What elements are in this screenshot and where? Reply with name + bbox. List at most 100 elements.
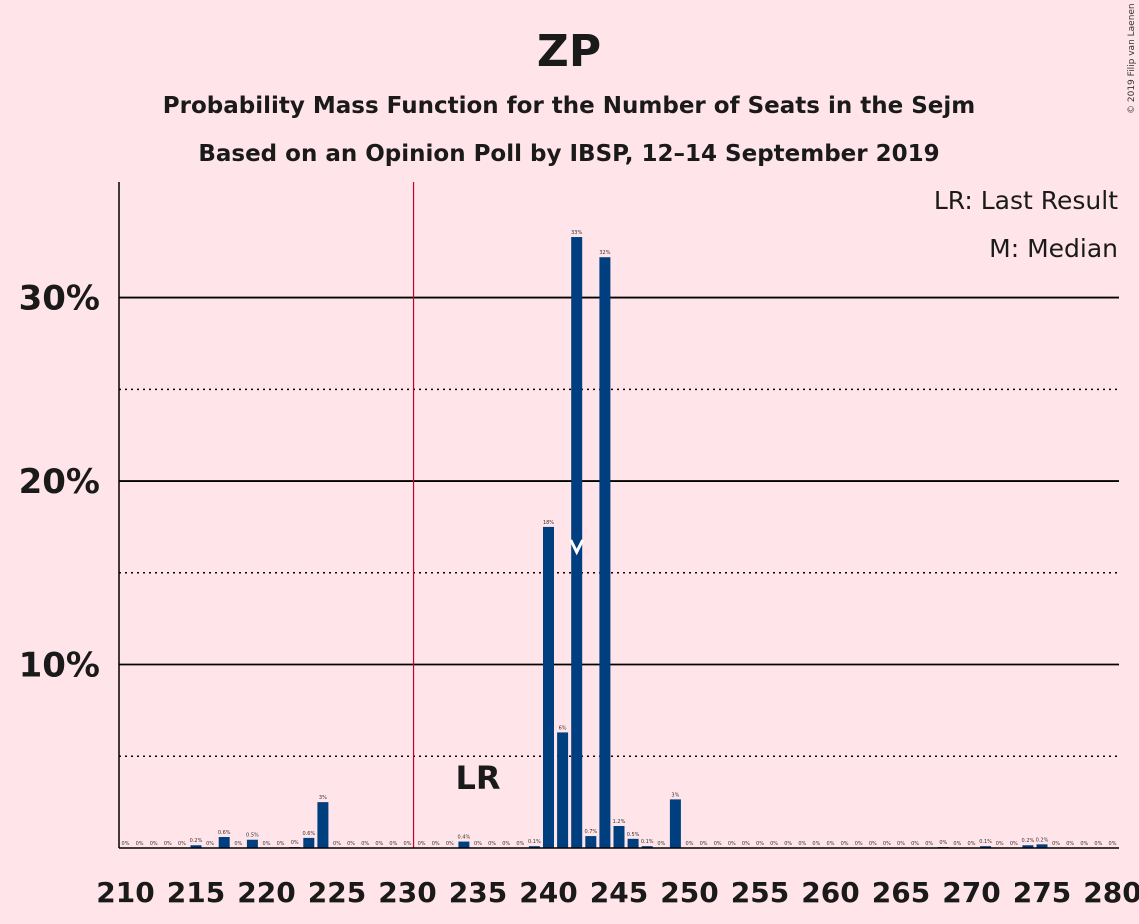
bar-value-label: 0% xyxy=(432,841,440,847)
bar-value-label: 1.2% xyxy=(613,819,626,825)
bar-value-label: 0% xyxy=(263,841,271,847)
bar xyxy=(641,846,653,848)
bar-value-label: 0% xyxy=(953,841,961,847)
bar-value-label: 0% xyxy=(897,841,905,847)
bar-value-label: 0% xyxy=(474,841,482,847)
bar-value-label: 0% xyxy=(883,841,891,847)
bar-value-label: 0% xyxy=(1080,841,1088,847)
y-tick-label: 30% xyxy=(19,279,100,319)
bar-value-label: 0.6% xyxy=(302,831,315,837)
x-tick-label: 255 xyxy=(731,876,789,909)
bar-value-label: 0% xyxy=(742,841,750,847)
bar-value-label: 0% xyxy=(122,841,130,847)
x-tick-label: 245 xyxy=(590,876,648,909)
bar-value-label: 0% xyxy=(756,841,764,847)
bar-labels: 0% 0% 0% 0% 0% 0.2% 0%0.6%0%0.5%0% 0% 0%0.6%3%0%… xyxy=(122,230,1117,847)
bar-value-label: 0% xyxy=(714,841,722,847)
bar xyxy=(613,825,625,848)
bar-value-label: 6% xyxy=(559,725,567,731)
bar xyxy=(1036,844,1048,848)
bar-value-label: 0% xyxy=(784,841,792,847)
bar xyxy=(458,841,470,848)
bar-value-label: 0% xyxy=(1109,841,1117,847)
bar-value-label: 0.2% xyxy=(1022,838,1035,844)
x-tick-label: 275 xyxy=(1013,876,1071,909)
legend-last-result: LR: Last Result xyxy=(934,186,1118,215)
bar-value-label: 0% xyxy=(333,841,341,847)
x-tick-label: 225 xyxy=(308,876,366,909)
bar-value-label: 0% xyxy=(1010,841,1018,847)
bar xyxy=(980,846,992,848)
bar-value-label: 0% xyxy=(277,841,285,847)
x-tick-label: 210 xyxy=(96,876,154,909)
bar-value-label: 3% xyxy=(319,795,327,801)
y-axis-ticks: 10% 20% 30% xyxy=(19,279,100,686)
bar xyxy=(218,836,230,848)
bar-value-label: 0% xyxy=(418,841,426,847)
bar-value-label: 0% xyxy=(869,841,877,847)
bar-value-label: 0% xyxy=(375,841,383,847)
y-tick-label: 10% xyxy=(19,646,100,686)
chart-title: ZP xyxy=(537,26,601,77)
legend-median: M: Median xyxy=(989,234,1118,263)
bar-value-label: 0% xyxy=(827,841,835,847)
bar xyxy=(627,838,639,848)
bar-value-label: 0.4% xyxy=(458,835,471,841)
bar-value-label: 32% xyxy=(599,250,610,256)
bar xyxy=(528,846,540,848)
x-tick-label: 250 xyxy=(660,876,718,909)
bar-value-label: 0% xyxy=(136,841,144,847)
bar-value-label: 0% xyxy=(657,841,665,847)
bar xyxy=(543,526,554,848)
bar-value-label: 0% xyxy=(502,841,510,847)
bar-value-label: 18% xyxy=(543,520,554,526)
bar-value-label: 0% xyxy=(488,841,496,847)
x-tick-label: 230 xyxy=(378,876,436,909)
bar-value-label: 0% xyxy=(812,841,820,847)
x-tick-label: 280 xyxy=(1083,876,1139,909)
bar xyxy=(669,799,681,848)
bar-value-label: 0% xyxy=(911,841,919,847)
bar xyxy=(599,257,611,848)
bar-value-label: 0% xyxy=(939,840,947,846)
x-axis-ticks: 210 215 220 225 230 235 240 245 250 255 260 265 270 2… xyxy=(96,876,1139,909)
bar-value-label: 0% xyxy=(404,841,412,847)
bar-value-label: 0% xyxy=(389,841,397,847)
bar-value-label: 0% xyxy=(164,841,172,847)
bar-value-label: 0% xyxy=(1052,841,1060,847)
bar-value-label: 0.2% xyxy=(1036,837,1049,843)
bar-value-label: 0% xyxy=(206,841,214,847)
bar-value-label: 0% xyxy=(770,841,778,847)
x-tick-label: 265 xyxy=(872,876,930,909)
bar-value-label: 0% xyxy=(291,840,299,846)
bar-value-label: 0% xyxy=(234,841,242,847)
bar-value-label: 0% xyxy=(150,841,158,847)
bar-value-label: 0.7% xyxy=(584,829,597,835)
bar-value-label: 0% xyxy=(841,841,849,847)
bar xyxy=(303,837,315,848)
x-tick-label: 240 xyxy=(519,876,577,909)
bar xyxy=(190,845,202,848)
chart-subtitle: Probability Mass Function for the Number… xyxy=(163,93,975,119)
bar-value-label: 0% xyxy=(446,841,454,847)
bar xyxy=(246,839,258,848)
x-tick-label: 215 xyxy=(167,876,225,909)
bar xyxy=(317,802,329,848)
x-tick-label: 235 xyxy=(449,876,507,909)
x-tick-label: 270 xyxy=(942,876,1000,909)
bar-value-label: 0% xyxy=(1094,841,1102,847)
bar-value-label: 0.1% xyxy=(528,839,541,845)
bar-value-label: 0% xyxy=(516,841,524,847)
bar-value-label: 0% xyxy=(178,841,186,847)
median-marker xyxy=(569,539,585,556)
bar-value-label: 0% xyxy=(686,841,694,847)
bar xyxy=(557,732,569,848)
bar-value-label: 0% xyxy=(361,841,369,847)
bar-value-label: 0.1% xyxy=(979,839,992,845)
bar-value-label: 0.1% xyxy=(641,839,654,845)
bar-value-label: 0% xyxy=(798,841,806,847)
annotations: LR xyxy=(412,182,585,848)
bar xyxy=(1022,845,1034,848)
bar-value-label: 33% xyxy=(571,230,582,236)
